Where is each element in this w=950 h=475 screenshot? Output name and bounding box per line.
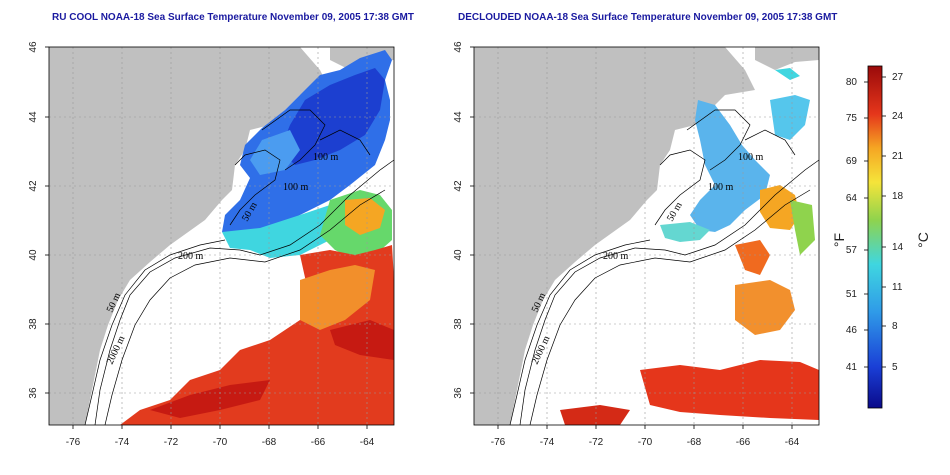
celsius-tick: 14 [892, 242, 904, 253]
land-mass [474, 47, 755, 425]
x-tick-label: -72 [589, 437, 604, 448]
x-tick-label: -64 [360, 437, 375, 448]
contour-label-100: 100 m [738, 152, 764, 163]
celsius-tick: 8 [892, 321, 898, 332]
right-panel-title: DECLOUDED NOAA-18 Sea Surface Temperatur… [458, 12, 838, 23]
celsius-tick: 24 [892, 111, 904, 122]
x-tick-label: -74 [115, 437, 130, 448]
y-tick-label: 46 [28, 41, 39, 53]
y-tick-label: 38 [28, 318, 39, 330]
x-tick-label: -70 [213, 437, 228, 448]
celsius-tick: 11 [892, 282, 903, 293]
left-panel-title: RU COOL NOAA-18 Sea Surface Temperature … [52, 12, 414, 23]
celsius-tick: 5 [892, 362, 898, 373]
colorbar-gradient [867, 65, 883, 409]
y-tick-label: 40 [453, 249, 464, 261]
fahrenheit-unit-label: °F [831, 233, 847, 247]
land-mass [49, 47, 330, 425]
x-tick-label: -64 [785, 437, 800, 448]
x-tick-label: -70 [638, 437, 653, 448]
y-tick-label: 44 [453, 111, 464, 123]
y-tick-label: 42 [28, 180, 39, 192]
x-tick-label: -68 [262, 437, 277, 448]
fahrenheit-tick: 46 [846, 325, 858, 336]
warm-water-region [735, 280, 795, 335]
y-tick-label: 40 [28, 249, 39, 261]
contour-label-200: 200 m [603, 251, 629, 262]
fahrenheit-tick: 80 [846, 77, 858, 88]
y-tick-label: 44 [28, 111, 39, 123]
fahrenheit-tick: 51 [846, 289, 858, 300]
celsius-tick: 21 [892, 151, 904, 162]
x-tick-label: -76 [66, 437, 81, 448]
contour-label-100b: 100 m [708, 182, 734, 193]
x-tick-label: -76 [491, 437, 506, 448]
contour-label-100: 100 m [313, 152, 339, 163]
y-tick-label: 36 [453, 387, 464, 399]
celsius-tick: 18 [892, 191, 904, 202]
fahrenheit-tick: 75 [846, 113, 858, 124]
celsius-tick: 27 [892, 72, 904, 83]
fahrenheit-tick: 69 [846, 156, 858, 167]
x-tick-label: -66 [311, 437, 326, 448]
y-tick-label: 38 [453, 318, 464, 330]
fahrenheit-tick: 41 [846, 362, 858, 373]
y-tick-label: 42 [453, 180, 464, 192]
y-tick-label: 46 [453, 41, 464, 53]
contour-label-200: 200 m [178, 251, 204, 262]
cold-water-region [690, 100, 770, 232]
y-tick-label: 36 [28, 387, 39, 399]
x-tick-label: -72 [164, 437, 179, 448]
fahrenheit-tick: 57 [846, 245, 858, 256]
fahrenheit-tick: 64 [846, 193, 858, 204]
x-tick-label: -68 [687, 437, 702, 448]
celsius-unit-label: °C [915, 232, 931, 248]
contour-label-100b: 100 m [283, 182, 309, 193]
x-tick-label: -66 [736, 437, 751, 448]
x-tick-label: -74 [540, 437, 555, 448]
